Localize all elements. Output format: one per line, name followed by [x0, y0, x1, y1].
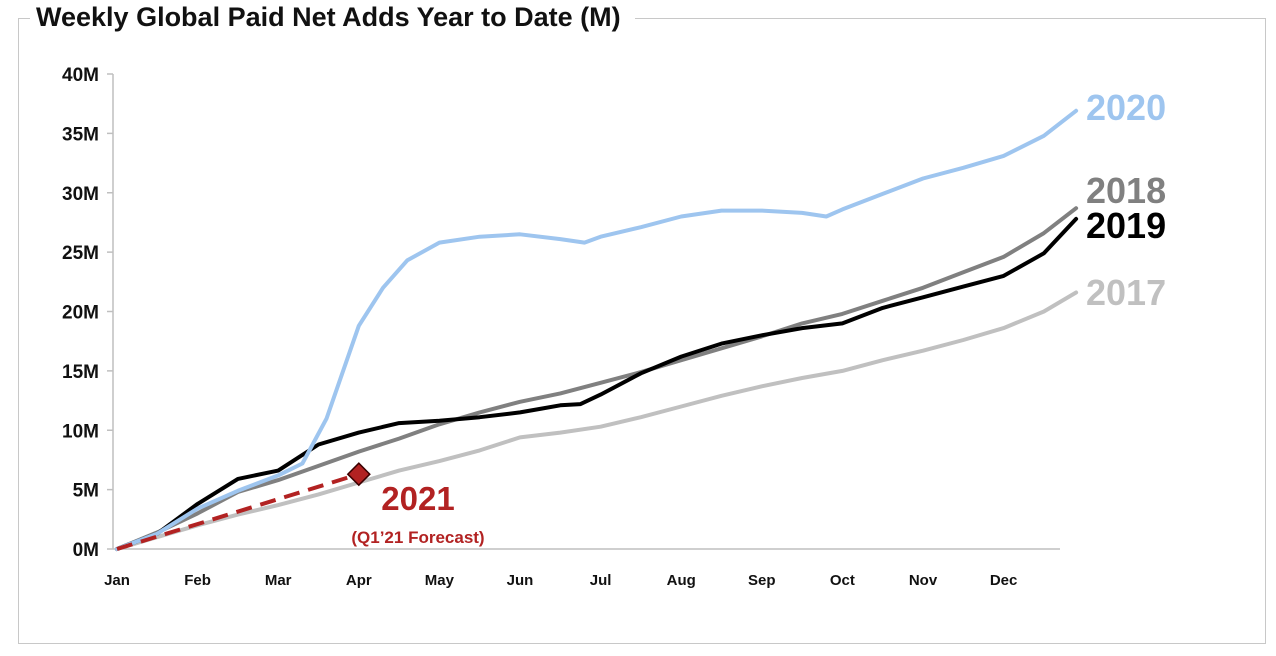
x-tick-label: Sep [748, 572, 776, 589]
x-axis-ticks: Jan Feb Mar Apr May Jun Jul Aug Sep Oct Nov Dec [104, 572, 1017, 589]
x-tick-label: May [425, 572, 455, 589]
x-tick-label: Jan [104, 572, 130, 589]
forecast-label: 2021 [381, 480, 454, 517]
x-tick-label: Oct [830, 572, 855, 589]
x-tick-label: Mar [265, 572, 292, 589]
x-tick-label: Apr [346, 572, 372, 589]
series-label-2018: 2018 [1086, 170, 1166, 211]
series-lines [115, 108, 1079, 551]
y-tick-label: 25M [62, 243, 99, 264]
forecast-sublabel: (Q1’21 Forecast) [351, 528, 484, 547]
x-tick-label: Jul [590, 572, 612, 589]
x-tick-label: Aug [667, 572, 696, 589]
forecast-marker [346, 462, 371, 487]
chart-frame [18, 18, 1266, 644]
series-line-2017 [115, 290, 1079, 551]
axes [112, 74, 1060, 550]
y-tick-label: 15M [62, 362, 99, 383]
y-tick-label: 5M [73, 481, 99, 502]
y-axis-ticks: 0M 5M 10M 15M 20M 25M 30M 35M 40M [62, 65, 113, 561]
series-label-2019: 2019 [1086, 205, 1166, 246]
series-line-2019 [115, 216, 1079, 551]
x-tick-label: Dec [990, 572, 1018, 589]
x-tick-label: Feb [184, 572, 211, 589]
series-line-2018 [115, 206, 1079, 551]
y-tick-label: 35M [62, 124, 99, 145]
y-tick-label: 0M [73, 540, 99, 561]
forecast-line [116, 472, 360, 551]
series-label-2020: 2020 [1086, 87, 1166, 128]
y-tick-label: 20M [62, 303, 99, 324]
series-label-2017: 2017 [1086, 272, 1166, 313]
chart-title: Weekly Global Paid Net Adds Year to Date… [30, 2, 635, 33]
forecast-group: 2021 (Q1’21 Forecast) [116, 462, 485, 551]
y-tick-label: 30M [62, 184, 99, 205]
x-tick-label: Jun [507, 572, 534, 589]
x-tick-label: Nov [909, 572, 938, 589]
series-line-2020 [115, 108, 1079, 551]
y-tick-label: 40M [62, 65, 99, 86]
y-tick-label: 10M [62, 421, 99, 442]
